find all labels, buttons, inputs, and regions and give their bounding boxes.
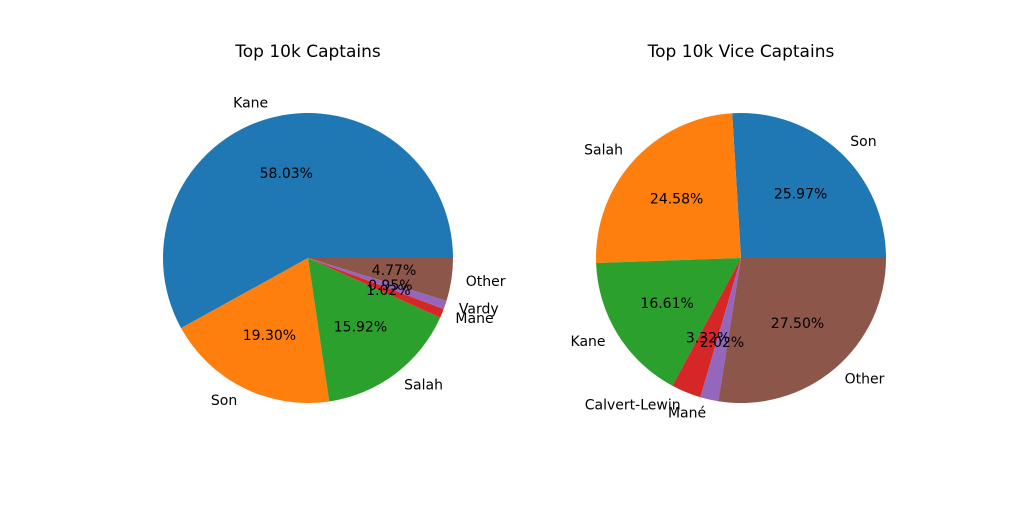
captains-slice-kane bbox=[163, 112, 453, 329]
vice-captains-slice-other bbox=[718, 258, 886, 404]
captains-pct-salah: 15.92% bbox=[334, 319, 387, 335]
vice-captains-pct-calvert-lewin: 3.32% bbox=[686, 331, 730, 347]
vice-captains-label-son: Son bbox=[850, 134, 876, 150]
vice-captains-label-mane: Mané bbox=[668, 406, 706, 422]
vice-captains-pct-kane: 16.61% bbox=[640, 296, 693, 312]
vice-captains-slice-mane bbox=[700, 258, 741, 402]
captains-label-kane: Kane bbox=[233, 96, 268, 112]
vice-captains-pct-salah: 24.58% bbox=[650, 191, 703, 207]
captains-label-son: Son bbox=[211, 393, 237, 409]
captains-pct-mane: 1.02% bbox=[366, 283, 410, 299]
vice-captains-label-salah: Salah bbox=[584, 143, 623, 159]
captains-pct-other: 4.77% bbox=[372, 263, 416, 279]
vice-captains-pct-son: 25.97% bbox=[774, 187, 827, 203]
vice-captains-pct-other: 27.50% bbox=[771, 316, 824, 332]
captains-label-vardy: Vardy bbox=[459, 302, 499, 318]
captains-pie: Top 10k Captains Kane 58.03% Son 19.30% Sala… bbox=[163, 42, 506, 409]
captains-labels: Kane 58.03% Son 19.30% Salah 15.92% Mane 1.02% V… bbox=[211, 96, 506, 409]
vice-captains-slice-kane bbox=[596, 258, 741, 386]
vice-captains-slice-calvert-lewin bbox=[672, 258, 741, 398]
captains-label-other: Other bbox=[466, 274, 506, 290]
vice-captains-slice-salah bbox=[595, 113, 741, 264]
vice-captains-pct-mane: 2.02% bbox=[700, 335, 744, 351]
captains-label-mane: Mane bbox=[455, 311, 493, 327]
captains-slice-mane bbox=[308, 258, 444, 318]
captains-slice-other bbox=[308, 258, 453, 301]
captains-pct-kane: 58.03% bbox=[260, 166, 313, 182]
vice-captains-slices bbox=[595, 112, 886, 404]
captains-slice-vardy bbox=[308, 258, 447, 310]
vice-captains-pie-title: Top 10k Vice Captains bbox=[647, 42, 835, 62]
captains-pct-vardy: 0.95% bbox=[368, 278, 412, 294]
captains-label-salah: Salah bbox=[404, 377, 443, 393]
captains-slices bbox=[163, 112, 453, 403]
vice-captains-pie: Top 10k Vice Captains Son 25.97% Salah 24.5… bbox=[571, 42, 886, 422]
captains-slice-son bbox=[181, 258, 330, 403]
vice-captains-label-kane: Kane bbox=[571, 334, 606, 350]
vice-captains-label-calvert-lewin: Calvert-Lewin bbox=[585, 398, 681, 414]
vice-captains-slice-son bbox=[732, 112, 886, 259]
vice-captains-label-other: Other bbox=[845, 371, 885, 387]
captains-pie-title: Top 10k Captains bbox=[234, 42, 381, 62]
captains-slice-salah bbox=[308, 258, 441, 402]
captains-pct-son: 19.30% bbox=[243, 328, 296, 344]
vice-captains-labels: Son 25.97% Salah 24.58% Kane 16.61% Calvert-Le… bbox=[571, 134, 885, 422]
